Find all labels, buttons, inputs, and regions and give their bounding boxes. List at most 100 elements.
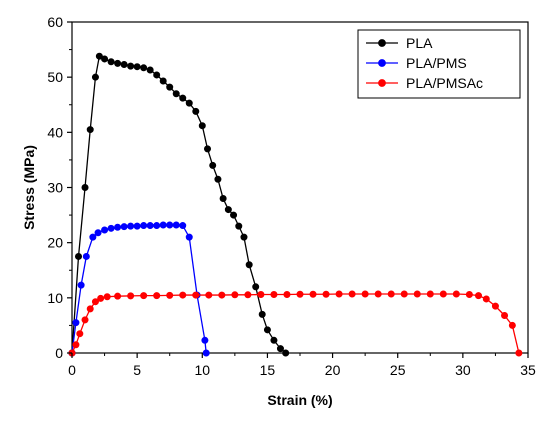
data-point (244, 291, 252, 299)
y-tick-label: 40 (47, 124, 63, 140)
data-point (81, 316, 89, 324)
data-point (172, 221, 180, 229)
data-point (201, 336, 209, 344)
data-point (91, 73, 99, 81)
data-point (482, 295, 490, 303)
data-point (263, 326, 271, 334)
data-point (270, 291, 278, 299)
y-tick-label: 20 (47, 235, 63, 251)
data-point (179, 94, 187, 102)
data-point (198, 122, 206, 130)
series-line (71, 293, 520, 354)
data-point (72, 341, 80, 349)
data-point (361, 290, 369, 298)
x-tick-label: 5 (133, 362, 141, 378)
data-point (86, 305, 94, 313)
legend: PLA PLA/PMS PLA/PMSAc (357, 29, 521, 99)
data-point (282, 349, 290, 357)
y-axis-title: Stress (MPa) (21, 145, 37, 230)
data-point (166, 291, 174, 299)
series-layer (68, 52, 523, 357)
data-point (252, 283, 260, 291)
data-point (515, 349, 523, 357)
data-point (185, 233, 193, 241)
data-point (114, 292, 122, 300)
data-point (140, 222, 148, 230)
data-point (205, 291, 213, 299)
data-point (322, 290, 330, 298)
data-point (465, 291, 473, 299)
x-tick-label: 25 (390, 362, 406, 378)
data-point (245, 261, 253, 269)
data-point (101, 55, 109, 63)
y-tick-label: 50 (47, 69, 63, 85)
data-point (214, 175, 222, 183)
x-axis-title: Strain (%) (267, 392, 332, 408)
legend-label: PLA/PMS (406, 55, 467, 71)
data-point (94, 229, 102, 237)
x-tick-label: 10 (194, 362, 210, 378)
data-point (159, 77, 167, 85)
data-point (257, 291, 265, 299)
legend-marker (378, 59, 386, 67)
data-point (75, 252, 83, 260)
data-point (140, 292, 148, 300)
x-tick-label: 15 (260, 362, 276, 378)
data-point (140, 64, 148, 72)
data-point (127, 62, 135, 70)
data-point (146, 222, 154, 230)
data-point (107, 58, 115, 66)
data-point (146, 66, 154, 74)
data-point (296, 290, 304, 298)
series-pla-pmsac (68, 290, 523, 357)
data-point (230, 211, 238, 219)
data-point (89, 233, 97, 241)
x-tick-label: 35 (520, 362, 536, 378)
data-point (101, 226, 109, 234)
data-point (387, 290, 395, 298)
data-point (166, 221, 174, 229)
data-point (335, 290, 343, 298)
data-point (81, 184, 89, 192)
data-point (153, 292, 161, 300)
data-point (400, 290, 408, 298)
data-point (501, 311, 509, 319)
axes-layer: 0 5 10 15 20 25 30 35 0 10 20 30 40 50 60 Strain (%) Str… (21, 14, 536, 408)
y-tick-label: 10 (47, 290, 63, 306)
data-point (114, 59, 122, 67)
data-point (276, 345, 284, 353)
x-tick-label: 30 (455, 362, 471, 378)
data-point (231, 291, 239, 299)
legend-label: PLA (406, 35, 433, 51)
data-point (413, 290, 421, 298)
data-point (192, 291, 200, 299)
data-point (452, 290, 460, 298)
data-point (192, 107, 200, 115)
data-point (97, 294, 105, 302)
data-point (426, 290, 434, 298)
series-line (71, 55, 287, 354)
series-pla (68, 52, 290, 357)
x-tick-label: 0 (68, 362, 76, 378)
data-point (127, 222, 135, 230)
data-point (491, 302, 499, 310)
data-point (218, 291, 226, 299)
data-point (204, 145, 212, 153)
data-point (224, 206, 232, 214)
series-pla-pms (68, 221, 210, 357)
data-point (127, 292, 135, 300)
data-point (166, 83, 174, 91)
data-point (103, 293, 111, 301)
data-point (202, 349, 210, 357)
data-point (86, 126, 94, 134)
data-point (159, 221, 167, 229)
data-point (120, 60, 128, 68)
legend-marker (378, 39, 386, 47)
data-point (76, 330, 84, 338)
data-point (133, 63, 141, 71)
data-point (508, 321, 516, 329)
data-point (72, 319, 80, 327)
data-point (82, 252, 90, 260)
data-point (77, 281, 85, 289)
